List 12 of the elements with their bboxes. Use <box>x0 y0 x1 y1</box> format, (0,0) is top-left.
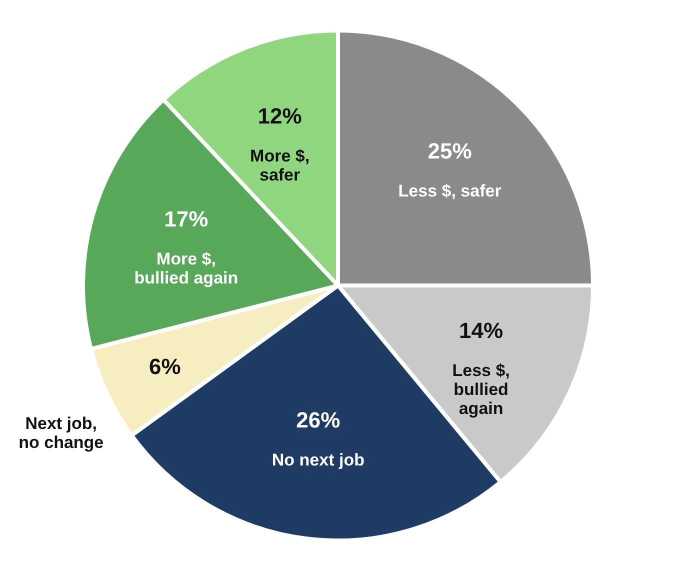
slice-label: More $, bullied again <box>134 249 238 288</box>
slice-label: Next job, no change <box>18 414 104 452</box>
slice-label: No next job <box>272 450 364 470</box>
data-label: 6% <box>149 354 181 379</box>
data-label: 12% <box>258 104 302 128</box>
slice-label: More $, safer <box>250 146 310 184</box>
data-label: 26% <box>296 407 340 432</box>
slice-label: Less $, bullied again <box>452 360 510 418</box>
slice-label: Less $, safer <box>398 182 502 201</box>
data-label: 25% <box>428 138 472 164</box>
data-label: 17% <box>164 206 208 232</box>
data-label: 14% <box>459 318 504 343</box>
